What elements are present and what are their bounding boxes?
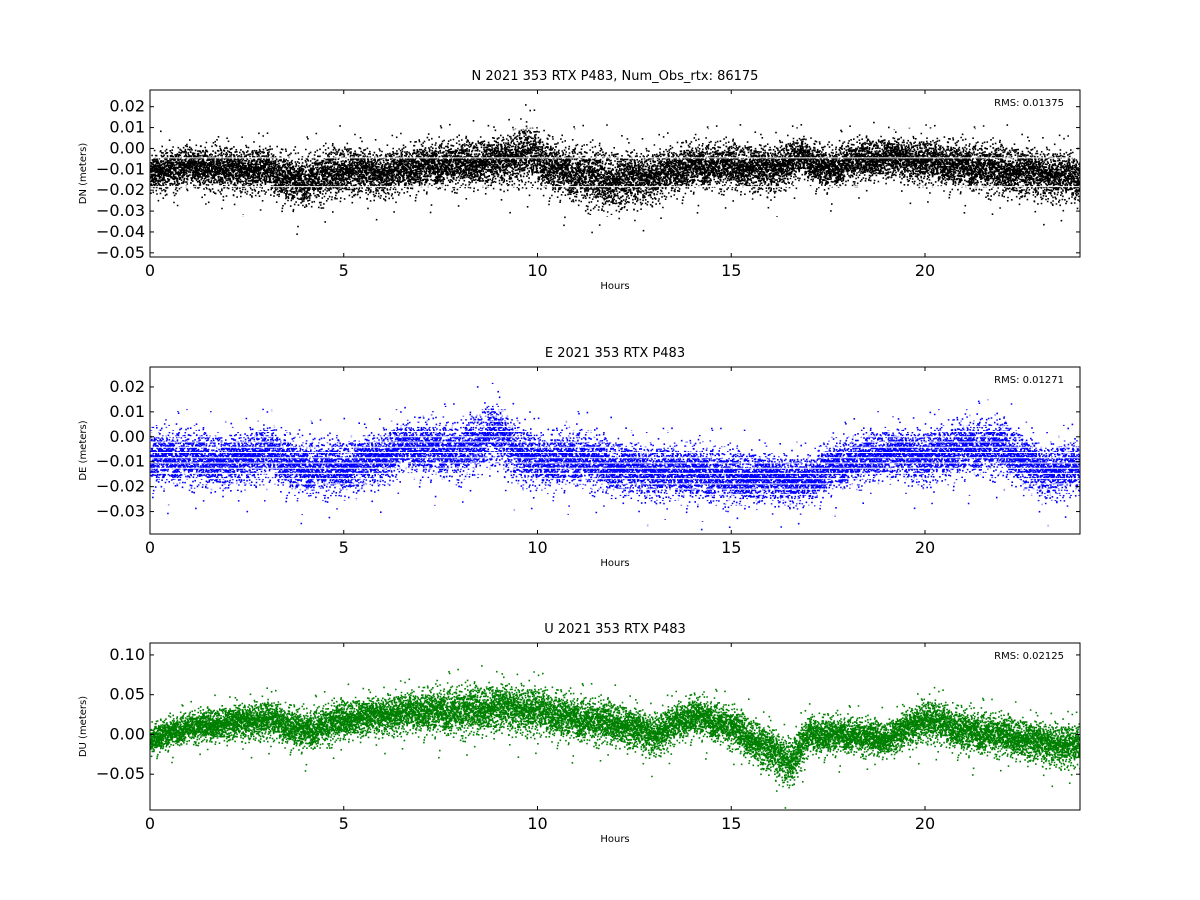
panel-1: 0 5 10 15 20 0.02 0.010.00 −0.01 −0.02 −0.03 −0.04…	[78, 69, 1082, 292]
x-tick-label: 5	[339, 538, 349, 557]
y-tick-label: 0.01	[109, 118, 145, 137]
y-tick-label: −0.04	[96, 222, 145, 241]
rms-annotation: RMS: 0.01375	[994, 98, 1064, 109]
x-tick-label: 0	[145, 814, 155, 833]
x-tick-label: 15	[721, 261, 741, 280]
y-tick-label: 0.10	[109, 645, 145, 664]
y-tick-label: −0.03	[96, 502, 145, 521]
y-tick-label: 0.01	[109, 402, 145, 421]
data-markers	[150, 665, 1082, 809]
x-tick-label: 10	[527, 261, 547, 280]
x-tick-label: 0	[145, 538, 155, 557]
y-tick-label: 0.05	[109, 685, 145, 704]
y-tick-label: −0.01	[96, 452, 145, 471]
chart-title: E 2021 353 RTX P483	[545, 346, 685, 361]
x-tick-label: 5	[339, 814, 349, 833]
y-axis-label: DU (meters)	[78, 696, 89, 757]
y-tick-label: −0.02	[96, 477, 145, 496]
y-tick-label: −0.05	[96, 243, 145, 262]
chart-title: U 2021 353 RTX P483	[544, 622, 686, 637]
x-axis-label: Hours	[600, 281, 629, 292]
x-tick-label: 10	[527, 814, 547, 833]
series-points	[150, 369, 1082, 531]
series-points	[150, 665, 1082, 809]
x-axis-label: Hours	[600, 834, 629, 845]
x-axis-label: Hours	[600, 558, 629, 569]
x-tick-label: 10	[527, 538, 547, 557]
y-tick-label: −0.03	[96, 201, 145, 220]
y-tick-label: 0.02	[109, 97, 145, 116]
y-tick-label: 0.00	[109, 427, 145, 446]
x-tick-label: 20	[915, 538, 935, 557]
y-tick-label: −0.01	[96, 159, 145, 178]
rms-annotation: RMS: 0.01271	[994, 375, 1064, 386]
x-tick-label: 0	[145, 261, 155, 280]
panel-3: 0 5 10 15 20 0.10 0.05 0.00 −0.05 U 2021 353 RTX …	[78, 622, 1082, 845]
y-tick-label: −0.02	[96, 180, 145, 199]
y-tick-label: 0.00	[109, 724, 145, 743]
y-tick-label: −0.05	[96, 764, 145, 783]
panel-2: 0 5 10 15 20 0.02 0.01 0.00 −0.01 −0.02 −0.03 E 202…	[78, 346, 1082, 569]
chart-title: N 2021 353 RTX P483, Num_Obs_rtx: 86175	[472, 69, 759, 84]
x-tick-label: 15	[721, 538, 741, 557]
rms-annotation: RMS: 0.02125	[994, 651, 1064, 662]
x-tick-label: 5	[339, 261, 349, 280]
y-axis-label: DN (meters)	[78, 143, 89, 205]
y-tick-label: 0.02	[109, 377, 145, 396]
x-tick-label: 15	[721, 814, 741, 833]
x-tick-label: 20	[915, 814, 935, 833]
series-points	[150, 100, 1082, 244]
x-tick-label: 20	[915, 261, 935, 280]
y-axis-label: DE (meters)	[78, 420, 89, 480]
y-tick-label: 0.00	[109, 138, 145, 157]
